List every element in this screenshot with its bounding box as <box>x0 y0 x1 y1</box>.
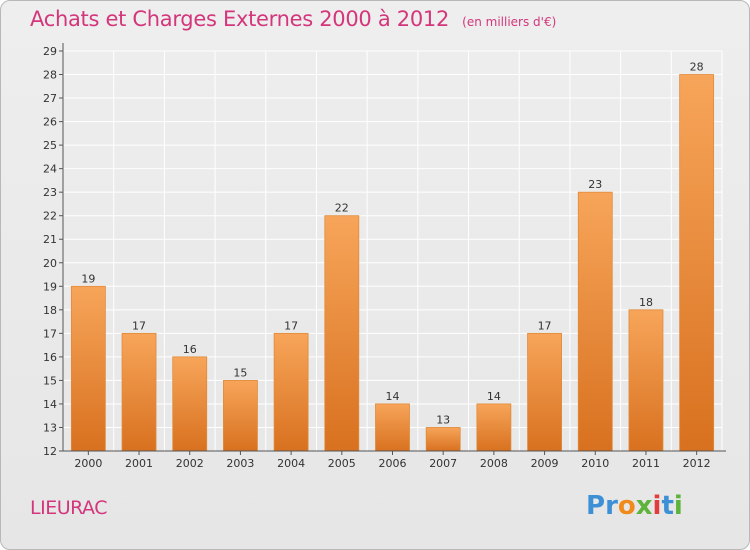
y-tick-label: 24 <box>43 163 57 176</box>
y-tick-label: 17 <box>43 327 57 340</box>
bar-value-label: 18 <box>639 296 653 309</box>
bar-2009 <box>527 332 562 452</box>
y-tick-label: 13 <box>43 421 57 434</box>
bar-value-label: 23 <box>588 178 602 191</box>
bar-value-label: 16 <box>183 343 197 356</box>
chart-title: Achats et Charges Externes 2000 à 2012 <box>30 7 450 31</box>
x-tick-label: 2004 <box>277 457 305 470</box>
bar-2007 <box>425 427 461 452</box>
y-tick-label: 26 <box>43 116 57 129</box>
y-tick-label: 19 <box>43 280 57 293</box>
y-tick-label: 15 <box>43 374 57 387</box>
y-tick-label: 22 <box>43 210 57 223</box>
bar-2002 <box>172 356 208 452</box>
x-tick-label: 2005 <box>328 457 356 470</box>
y-axis-ticks: 12 13 14 15 16 17 18 19 20 21 22 23 24 25 26 27 28 29 <box>43 45 63 458</box>
bar-2006 <box>375 403 410 452</box>
bar-2003 <box>223 380 258 452</box>
bar-2000 <box>70 285 106 452</box>
town-name: LIEURAC <box>30 497 107 519</box>
logo-letter: x <box>635 491 653 521</box>
bars: 19 17 16 15 17 22 14 13 14 17 23 18 28 <box>70 61 715 452</box>
logo-letter: P <box>586 491 606 521</box>
logo-letter: i <box>652 491 662 521</box>
y-tick-label: 21 <box>43 233 57 246</box>
bar-2001 <box>121 332 157 452</box>
bar-2005 <box>324 215 360 452</box>
y-tick-label: 16 <box>43 351 57 364</box>
y-tick-label: 18 <box>43 304 57 317</box>
bar-value-label: 17 <box>284 319 298 332</box>
x-tick-label: 2010 <box>581 457 609 470</box>
x-axis-ticks: 2000 2001 2002 2003 2004 2005 2006 2007 2008 2009… <box>74 451 711 470</box>
bar-2012 <box>679 74 715 452</box>
logo-letter: r <box>605 491 618 521</box>
logo-letter: t <box>661 491 674 521</box>
chart-title-block: Achats et Charges Externes 2000 à 2012 (… <box>30 7 556 31</box>
y-tick-label: 25 <box>43 139 57 152</box>
bar-2011 <box>628 309 664 452</box>
bar-value-label: 14 <box>487 390 501 403</box>
proxiti-logo[interactable]: Proxiti <box>586 491 683 521</box>
bar-2010 <box>577 191 613 452</box>
bar-value-label: 13 <box>436 413 450 426</box>
y-tick-label: 20 <box>43 257 57 270</box>
bar-value-label: 15 <box>233 366 247 379</box>
y-tick-label: 28 <box>43 69 57 82</box>
chart-unit-note: (en milliers d'€) <box>462 15 557 29</box>
bar-value-label: 17 <box>538 319 552 332</box>
bar-value-label: 14 <box>386 390 400 403</box>
x-tick-label: 2011 <box>632 457 660 470</box>
bar-value-label: 28 <box>690 61 704 74</box>
y-tick-label: 12 <box>43 445 57 458</box>
bar-2004 <box>273 332 309 452</box>
x-tick-label: 2006 <box>379 457 407 470</box>
x-tick-label: 2000 <box>74 457 102 470</box>
bar-2008 <box>476 403 512 452</box>
x-tick-label: 2008 <box>480 457 508 470</box>
x-tick-label: 2009 <box>531 457 559 470</box>
x-tick-label: 2002 <box>176 457 204 470</box>
x-tick-label: 2001 <box>125 457 153 470</box>
bar-value-label: 22 <box>335 202 349 215</box>
y-tick-label: 27 <box>43 92 57 105</box>
x-tick-label: 2007 <box>429 457 457 470</box>
bar-value-label: 17 <box>132 319 146 332</box>
x-tick-label: 2003 <box>226 457 254 470</box>
logo-letter: i <box>673 491 683 521</box>
x-tick-label: 2012 <box>683 457 711 470</box>
y-tick-label: 14 <box>43 398 57 411</box>
y-tick-label: 23 <box>43 186 57 199</box>
y-tick-label: 29 <box>43 45 57 58</box>
axes <box>62 43 726 452</box>
logo-letter: o <box>617 491 636 521</box>
bar-value-label: 19 <box>81 272 95 285</box>
